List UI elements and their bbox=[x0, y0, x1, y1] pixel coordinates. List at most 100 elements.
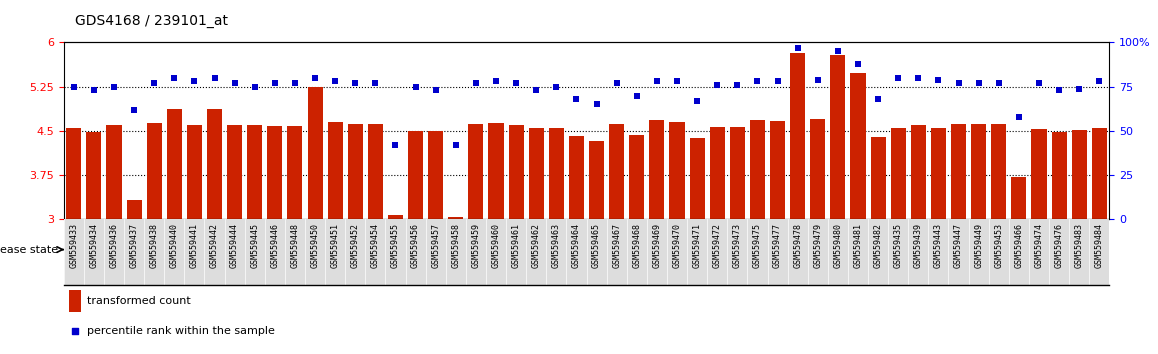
Point bbox=[1050, 87, 1069, 93]
Text: GSM559440: GSM559440 bbox=[170, 223, 178, 268]
Text: GSM559471: GSM559471 bbox=[692, 223, 702, 268]
Text: GSM559470: GSM559470 bbox=[673, 223, 682, 268]
Bar bbox=[650, 120, 665, 219]
Point bbox=[265, 80, 284, 86]
Bar bbox=[830, 56, 845, 219]
Text: GSM559450: GSM559450 bbox=[310, 223, 320, 268]
Text: GSM559456: GSM559456 bbox=[411, 223, 420, 268]
Text: GSM559449: GSM559449 bbox=[974, 223, 983, 268]
Point bbox=[507, 80, 526, 86]
Text: GSM559441: GSM559441 bbox=[190, 223, 199, 268]
Bar bbox=[529, 128, 544, 219]
Point bbox=[406, 84, 425, 90]
Bar bbox=[750, 120, 765, 219]
Bar bbox=[888, 223, 1109, 276]
Bar bbox=[267, 126, 283, 219]
Bar bbox=[589, 141, 604, 219]
Point bbox=[1029, 80, 1048, 86]
Point bbox=[185, 79, 204, 84]
Text: disease state: disease state bbox=[0, 245, 58, 255]
Point bbox=[909, 75, 928, 81]
Point bbox=[768, 79, 786, 84]
Point bbox=[547, 84, 565, 90]
Bar bbox=[227, 125, 242, 219]
Text: GSM559478: GSM559478 bbox=[793, 223, 802, 268]
Bar bbox=[1011, 177, 1026, 219]
Bar bbox=[1092, 128, 1107, 219]
Point bbox=[1010, 114, 1028, 120]
Text: GSM559482: GSM559482 bbox=[873, 223, 882, 268]
Text: GSM559439: GSM559439 bbox=[914, 223, 923, 268]
Bar bbox=[368, 124, 383, 219]
Bar bbox=[287, 126, 302, 219]
Text: GSM559466: GSM559466 bbox=[1014, 223, 1024, 268]
Bar bbox=[549, 128, 564, 219]
Bar bbox=[669, 122, 684, 219]
Bar bbox=[689, 138, 705, 219]
Text: GSM559443: GSM559443 bbox=[935, 223, 943, 268]
Text: GSM559446: GSM559446 bbox=[270, 223, 279, 268]
Bar bbox=[468, 124, 484, 219]
Text: GSM559481: GSM559481 bbox=[853, 223, 863, 268]
Text: GSM559480: GSM559480 bbox=[834, 223, 842, 268]
Bar bbox=[64, 223, 888, 276]
Point bbox=[426, 87, 445, 93]
Point bbox=[849, 61, 867, 67]
Text: GSM559461: GSM559461 bbox=[512, 223, 521, 268]
Point bbox=[447, 142, 466, 148]
Text: GSM559472: GSM559472 bbox=[712, 223, 721, 268]
Text: GSM559457: GSM559457 bbox=[431, 223, 440, 268]
Bar bbox=[428, 131, 444, 219]
Bar bbox=[147, 123, 162, 219]
Bar bbox=[107, 125, 122, 219]
Bar bbox=[247, 125, 262, 219]
Point bbox=[226, 80, 244, 86]
Point bbox=[104, 84, 123, 90]
Bar bbox=[629, 135, 644, 219]
Point bbox=[325, 79, 344, 84]
Text: GSM559452: GSM559452 bbox=[351, 223, 360, 268]
Text: GSM559433: GSM559433 bbox=[69, 223, 79, 268]
Point bbox=[306, 75, 324, 81]
Text: GSM559474: GSM559474 bbox=[1034, 223, 1043, 268]
Bar bbox=[87, 132, 102, 219]
Point bbox=[166, 75, 184, 81]
Point bbox=[708, 82, 726, 88]
Bar bbox=[308, 87, 323, 219]
Point bbox=[969, 80, 988, 86]
Text: GDS4168 / 239101_at: GDS4168 / 239101_at bbox=[75, 14, 228, 28]
Text: GSM559483: GSM559483 bbox=[1075, 223, 1084, 268]
Text: GSM559445: GSM559445 bbox=[250, 223, 259, 268]
Text: GSM559454: GSM559454 bbox=[371, 223, 380, 268]
Text: GSM559458: GSM559458 bbox=[452, 223, 461, 268]
Point bbox=[929, 77, 947, 82]
Text: GSM559477: GSM559477 bbox=[774, 223, 782, 268]
Bar bbox=[911, 125, 926, 219]
Bar bbox=[811, 119, 826, 219]
Bar bbox=[328, 122, 343, 219]
Point bbox=[728, 82, 747, 88]
Bar bbox=[790, 53, 805, 219]
Text: GSM559442: GSM559442 bbox=[210, 223, 219, 268]
Text: GSM559465: GSM559465 bbox=[592, 223, 601, 268]
Bar bbox=[388, 215, 403, 219]
Point bbox=[1070, 86, 1089, 91]
Text: GSM559473: GSM559473 bbox=[733, 223, 742, 268]
Text: GSM559468: GSM559468 bbox=[632, 223, 642, 268]
Text: GSM559475: GSM559475 bbox=[753, 223, 762, 268]
Text: percentile rank within the sample: percentile rank within the sample bbox=[87, 326, 274, 336]
Bar bbox=[408, 131, 423, 219]
Text: GSM559460: GSM559460 bbox=[491, 223, 500, 268]
Point bbox=[889, 75, 908, 81]
Bar bbox=[569, 136, 584, 219]
Point bbox=[950, 80, 968, 86]
Point bbox=[125, 107, 144, 113]
Point bbox=[366, 80, 384, 86]
Point bbox=[808, 77, 827, 82]
Point bbox=[85, 87, 103, 93]
Bar bbox=[891, 128, 906, 219]
Bar bbox=[1051, 132, 1067, 219]
Point bbox=[527, 87, 545, 93]
Text: GSM559435: GSM559435 bbox=[894, 223, 903, 268]
Bar bbox=[609, 124, 624, 219]
